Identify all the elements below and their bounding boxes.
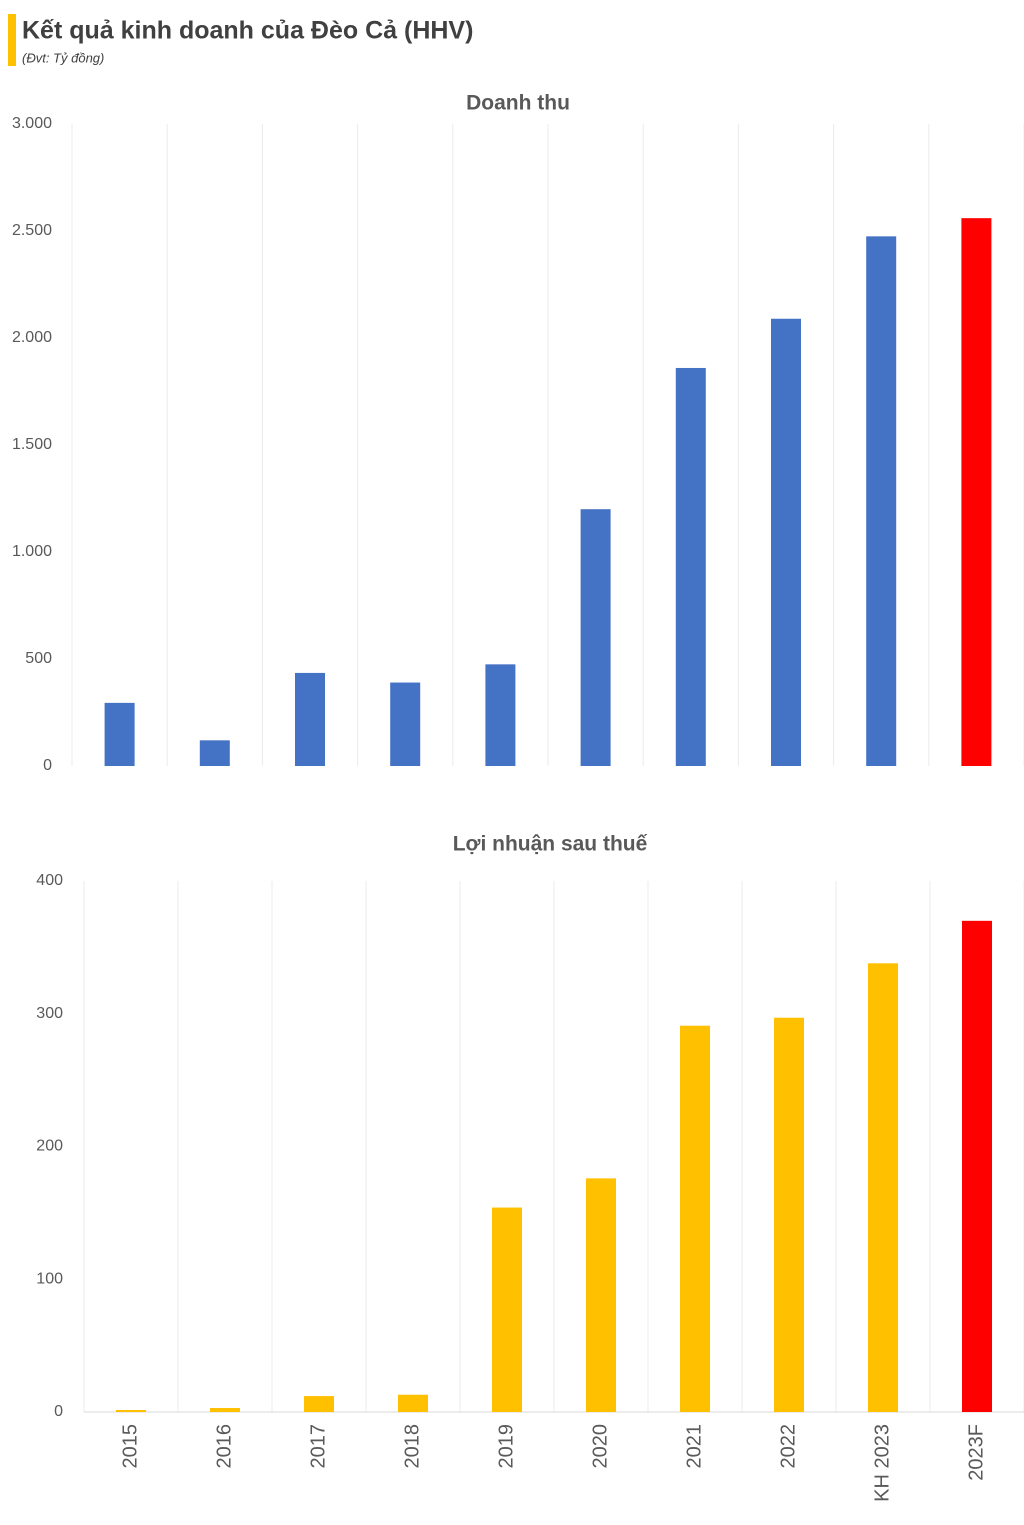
bar [586, 1178, 616, 1412]
bar [398, 1394, 428, 1412]
y-tick-label: 1.500 [12, 436, 52, 453]
bar [492, 1207, 522, 1412]
bar [390, 682, 421, 766]
bar [485, 664, 516, 766]
x-tick-label: 2017 [307, 1424, 329, 1469]
x-tick-label: 2015 [119, 1424, 141, 1469]
bar [961, 218, 992, 766]
y-tick-label: 100 [36, 1270, 63, 1287]
x-tick-label: 2023F [965, 1424, 987, 1481]
chart-title: Lợi nhuận sau thuế [453, 833, 648, 856]
y-tick-label: 2.500 [12, 222, 52, 239]
bar [295, 672, 325, 766]
x-tick-label: 2016 [213, 1424, 235, 1469]
bar [962, 920, 992, 1412]
x-tick-label: 2022 [777, 1424, 799, 1469]
bar [104, 702, 135, 766]
bar [771, 318, 801, 766]
bar [116, 1410, 146, 1412]
y-tick-label: 0 [54, 1403, 63, 1420]
y-tick-label: 200 [36, 1138, 63, 1155]
x-tick-label: KH 2023 [871, 1424, 893, 1502]
bar [580, 509, 611, 766]
bar [304, 1396, 334, 1412]
x-tick-label: 2020 [589, 1424, 611, 1469]
x-tick-label: 2019 [495, 1424, 517, 1469]
y-tick-label: 0 [43, 757, 52, 774]
x-tick-label: 2021 [683, 1424, 705, 1469]
bar [199, 740, 230, 766]
y-tick-label: 400 [36, 872, 63, 889]
chart-title: Doanh thu [466, 92, 570, 115]
y-tick-label: 2.000 [12, 329, 52, 346]
bar [210, 1408, 240, 1412]
y-tick-label: 3.000 [12, 115, 52, 132]
accent-bar [8, 14, 16, 66]
x-tick-label: 2018 [401, 1424, 423, 1469]
y-tick-label: 300 [36, 1005, 63, 1022]
bar [866, 236, 897, 767]
bar [675, 367, 706, 766]
bar [868, 963, 898, 1412]
page-title: Kết quả kinh doanh của Đèo Cả (HHV) [22, 17, 473, 45]
bar [774, 1017, 804, 1412]
y-tick-label: 500 [25, 650, 52, 667]
y-tick-label: 1.000 [12, 543, 52, 560]
bar [680, 1025, 710, 1412]
page-subtitle: (Đvt: Tỷ đồng) [22, 50, 104, 65]
